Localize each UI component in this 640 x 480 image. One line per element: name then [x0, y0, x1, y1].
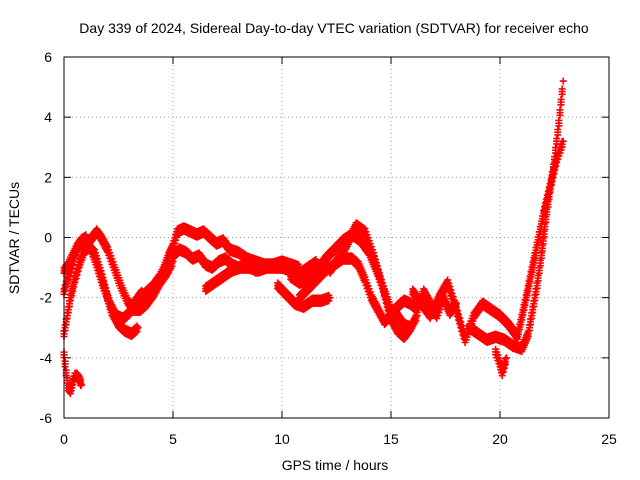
series-satellite-track-n	[492, 345, 511, 380]
data-point	[447, 286, 455, 294]
series-satellite-track-i	[274, 279, 334, 313]
data-point	[551, 153, 558, 161]
data-point	[326, 294, 334, 302]
data-point	[413, 312, 421, 320]
series-satellite-track-j	[295, 252, 460, 328]
data-point	[375, 269, 383, 277]
data-point	[379, 283, 387, 291]
data-point	[453, 307, 461, 315]
data-point	[63, 374, 71, 382]
data-point	[554, 126, 562, 134]
x-tick-label: 15	[383, 431, 399, 447]
data-point	[384, 301, 392, 309]
series-satellite-track-k	[326, 219, 421, 343]
data-point	[556, 106, 564, 114]
data-point	[103, 288, 111, 296]
data-point	[456, 314, 464, 322]
data-point	[77, 381, 85, 389]
data-point	[98, 270, 106, 278]
data-point	[376, 272, 384, 280]
y-tick-label: -6	[40, 410, 53, 426]
y-tick-label: 4	[44, 109, 52, 125]
x-axis-label: GPS time / hours	[282, 457, 389, 473]
data-point	[373, 262, 381, 270]
data-point	[450, 296, 458, 304]
data-point	[501, 355, 509, 363]
data-point	[449, 293, 457, 301]
data-points	[60, 77, 567, 398]
data-point	[289, 261, 297, 269]
data-point	[503, 354, 511, 362]
tick-labels: 0 5 10 15 20 25 -6 -4 -2 0 2 4 6	[40, 49, 617, 447]
series-satellite-track-b	[60, 240, 142, 340]
y-tick-label: -2	[40, 290, 53, 306]
grid-lines	[64, 57, 609, 418]
y-tick-label: -4	[40, 350, 53, 366]
data-point	[455, 311, 463, 319]
data-point	[555, 116, 563, 124]
x-tick-label: 25	[601, 431, 617, 447]
data-point	[386, 308, 394, 316]
data-point	[378, 279, 386, 287]
data-point	[61, 357, 69, 365]
data-point	[457, 318, 465, 326]
y-tick-label: 0	[44, 230, 52, 246]
data-point	[553, 135, 561, 143]
x-tick-label: 0	[60, 431, 68, 447]
data-point	[446, 283, 454, 291]
data-point	[558, 85, 566, 93]
data-point	[552, 144, 560, 152]
y-tick-label: 2	[44, 169, 52, 185]
data-point	[371, 256, 379, 264]
data-point	[97, 267, 105, 275]
y-tick-label: 6	[44, 49, 52, 65]
data-point	[557, 95, 565, 103]
data-point	[134, 324, 142, 332]
series-satellite-track-g	[202, 258, 297, 295]
x-tick-label: 10	[274, 431, 290, 447]
y-axis-label: SDTVAR / TECUs	[6, 182, 22, 294]
data-point	[445, 279, 453, 287]
data-point	[380, 286, 388, 294]
data-point	[101, 281, 109, 289]
data-point	[452, 303, 460, 311]
data-point	[458, 322, 466, 330]
data-point	[99, 274, 107, 282]
data-point	[377, 276, 385, 284]
data-point	[371, 252, 379, 260]
data-point	[382, 294, 390, 302]
data-point	[383, 297, 391, 305]
data-point	[385, 305, 393, 313]
data-point	[102, 284, 110, 292]
data-point	[448, 289, 456, 297]
data-point	[381, 290, 389, 298]
data-point	[559, 77, 567, 85]
data-point	[89, 245, 97, 253]
series-satellite-track-d	[60, 348, 85, 398]
x-tick-label: 5	[169, 431, 177, 447]
data-point	[444, 276, 452, 284]
data-point	[559, 137, 567, 145]
data-point	[74, 371, 82, 379]
data-point	[451, 300, 459, 308]
data-point	[372, 259, 380, 267]
data-point	[374, 266, 382, 274]
series-satellite-track-m	[465, 77, 567, 356]
x-tick-label: 20	[492, 431, 508, 447]
data-point	[370, 249, 378, 257]
data-point	[100, 277, 108, 285]
plot-border	[63, 56, 610, 419]
chart-title: Day 339 of 2024, Sidereal Day-to-day VTE…	[79, 20, 589, 36]
